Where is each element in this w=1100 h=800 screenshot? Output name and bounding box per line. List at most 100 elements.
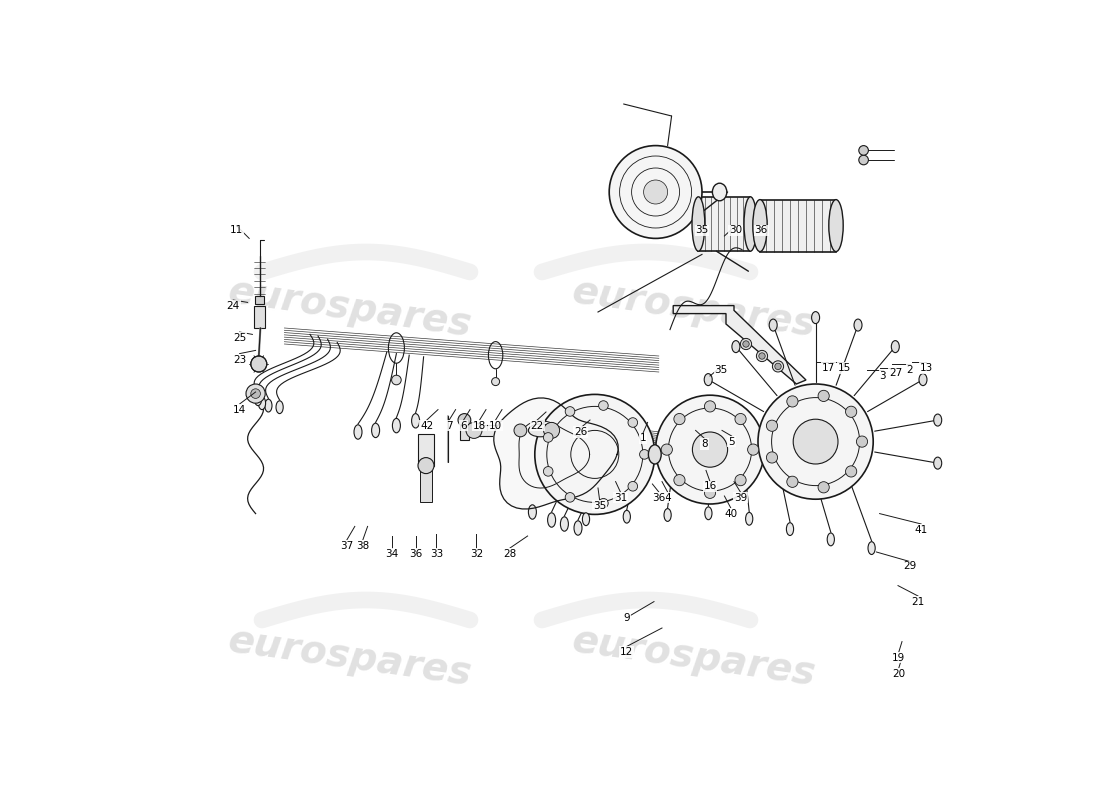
Text: 19: 19 <box>892 653 905 662</box>
Ellipse shape <box>528 424 552 437</box>
Circle shape <box>735 474 746 486</box>
Circle shape <box>598 498 608 508</box>
Circle shape <box>514 424 527 437</box>
Ellipse shape <box>411 414 419 428</box>
Text: 14: 14 <box>233 405 246 414</box>
Circle shape <box>543 422 560 438</box>
Circle shape <box>674 474 685 486</box>
Bar <box>418 434 434 466</box>
Ellipse shape <box>769 319 778 331</box>
Circle shape <box>846 466 857 477</box>
Ellipse shape <box>744 197 757 251</box>
Circle shape <box>757 350 768 362</box>
Text: eurospares: eurospares <box>570 272 818 344</box>
Circle shape <box>418 458 434 474</box>
Text: 22: 22 <box>530 421 543 430</box>
Circle shape <box>704 401 716 412</box>
Text: 36: 36 <box>652 493 666 502</box>
Ellipse shape <box>786 522 793 535</box>
Ellipse shape <box>648 445 661 464</box>
Ellipse shape <box>528 505 537 519</box>
Ellipse shape <box>868 542 876 554</box>
Circle shape <box>598 401 608 410</box>
Circle shape <box>628 482 638 491</box>
Ellipse shape <box>548 513 556 527</box>
Bar <box>460 420 470 440</box>
Circle shape <box>818 390 829 402</box>
Circle shape <box>628 418 638 427</box>
Text: 8: 8 <box>701 439 707 449</box>
Text: 21: 21 <box>912 597 925 606</box>
Ellipse shape <box>560 517 569 531</box>
Circle shape <box>565 406 575 416</box>
Text: 18: 18 <box>473 421 486 430</box>
Circle shape <box>774 363 781 370</box>
Circle shape <box>656 395 764 504</box>
Text: 34: 34 <box>385 549 398 558</box>
Text: 35: 35 <box>593 501 606 510</box>
Ellipse shape <box>713 183 727 201</box>
Text: 1: 1 <box>639 434 646 443</box>
Circle shape <box>644 180 668 204</box>
Ellipse shape <box>828 199 844 251</box>
Text: 36: 36 <box>755 226 768 235</box>
Text: 31: 31 <box>614 493 627 502</box>
Circle shape <box>674 414 685 425</box>
Ellipse shape <box>705 507 712 520</box>
Circle shape <box>639 450 649 459</box>
Circle shape <box>767 452 778 463</box>
Bar <box>698 197 750 251</box>
Ellipse shape <box>746 513 752 525</box>
Text: 10: 10 <box>490 421 503 430</box>
Circle shape <box>857 436 868 447</box>
Circle shape <box>742 341 749 347</box>
Text: 39: 39 <box>734 493 747 502</box>
Text: 41: 41 <box>914 525 927 534</box>
Circle shape <box>772 361 783 372</box>
Circle shape <box>692 432 727 467</box>
Bar <box>255 296 264 304</box>
Circle shape <box>786 476 798 487</box>
Ellipse shape <box>704 374 712 386</box>
Text: 12: 12 <box>620 647 634 657</box>
Text: eurospares: eurospares <box>570 622 818 694</box>
Text: 25: 25 <box>233 333 246 342</box>
Ellipse shape <box>582 513 590 526</box>
Ellipse shape <box>624 510 630 523</box>
Text: 37: 37 <box>340 541 353 550</box>
Bar <box>420 466 431 502</box>
Text: 33: 33 <box>430 549 443 558</box>
Text: 32: 32 <box>470 549 483 558</box>
Circle shape <box>661 444 672 455</box>
Ellipse shape <box>692 197 705 251</box>
Ellipse shape <box>827 533 835 546</box>
Text: 11: 11 <box>230 226 243 235</box>
Circle shape <box>704 487 716 498</box>
Text: 26: 26 <box>574 427 587 437</box>
Text: eurospares: eurospares <box>226 622 474 694</box>
Text: 17: 17 <box>822 363 835 373</box>
Text: 36: 36 <box>409 549 422 558</box>
Bar <box>254 306 265 328</box>
Ellipse shape <box>934 457 942 469</box>
Circle shape <box>859 146 868 155</box>
Circle shape <box>859 155 868 165</box>
Bar <box>760 200 836 251</box>
Ellipse shape <box>934 414 942 426</box>
Ellipse shape <box>574 521 582 535</box>
Circle shape <box>793 419 838 464</box>
Polygon shape <box>494 398 618 509</box>
Text: 38: 38 <box>356 541 370 550</box>
Circle shape <box>758 384 873 499</box>
Ellipse shape <box>393 418 400 433</box>
Text: 16: 16 <box>703 482 716 491</box>
Text: 3: 3 <box>880 371 887 381</box>
Ellipse shape <box>276 401 283 414</box>
Circle shape <box>748 444 759 455</box>
Text: 42: 42 <box>420 421 433 430</box>
Circle shape <box>251 356 267 372</box>
Text: 13: 13 <box>920 363 933 373</box>
Circle shape <box>246 384 265 403</box>
Circle shape <box>846 406 857 418</box>
Text: 9: 9 <box>624 613 630 622</box>
